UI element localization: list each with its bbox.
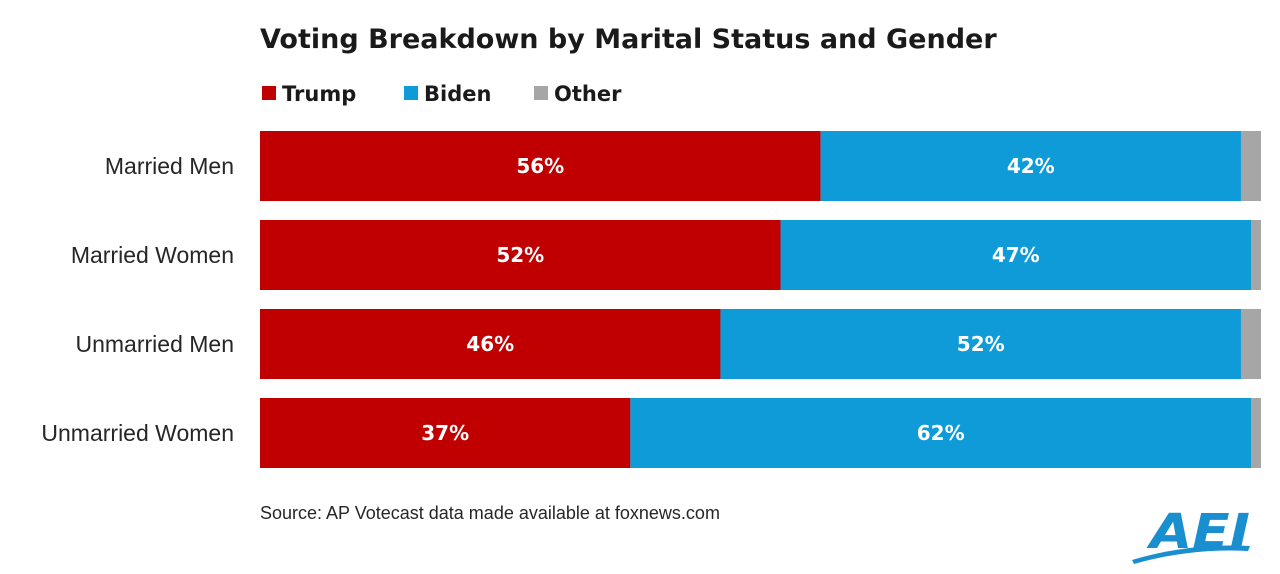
data-label-biden: 47% <box>992 243 1040 267</box>
data-label-biden: 62% <box>917 421 965 445</box>
bar-trump <box>260 309 721 379</box>
legend-swatch-other <box>534 86 548 100</box>
legend-label-trump: Trump <box>282 82 356 106</box>
data-label-biden: 52% <box>957 332 1005 356</box>
logo-text: AEI <box>1145 504 1250 560</box>
category-label: Married Women <box>71 242 234 268</box>
bar-trump <box>260 131 821 201</box>
bar-biden <box>820 131 1241 201</box>
bar-other <box>1250 398 1261 468</box>
legend-label-biden: Biden <box>424 82 491 106</box>
category-label: Married Men <box>105 153 234 179</box>
category-label: Unmarried Men <box>76 331 235 357</box>
bar-other <box>1240 309 1261 379</box>
data-labels: 56% 42% 52% 47% 46% 52% 37% 62% <box>421 154 1054 445</box>
logo-swoosh-1 <box>1132 545 1250 564</box>
bar-trump <box>260 220 781 290</box>
source-note: Source: AP Votecast data made available … <box>260 503 720 523</box>
legend-swatch-trump <box>262 86 276 100</box>
category-labels: Married Men Married Women Unmarried Men Unm… <box>41 153 234 446</box>
bar-trump <box>260 398 631 468</box>
bar-biden <box>630 398 1251 468</box>
legend: Trump Biden Other <box>262 82 622 106</box>
data-label-trump: 46% <box>466 332 514 356</box>
chart-title: Voting Breakdown by Marital Status and G… <box>260 24 997 55</box>
legend-swatch-biden <box>404 86 418 100</box>
bar-biden <box>720 309 1241 379</box>
data-label-trump: 52% <box>496 243 544 267</box>
bar-other <box>1250 220 1261 290</box>
legend-label-other: Other <box>554 82 622 106</box>
bar-biden <box>780 220 1251 290</box>
category-label: Unmarried Women <box>41 420 234 446</box>
bars <box>260 131 1261 468</box>
data-label-biden: 42% <box>1007 154 1055 178</box>
aei-logo: AEI <box>1132 504 1250 564</box>
data-label-trump: 37% <box>421 421 469 445</box>
bar-other <box>1240 131 1261 201</box>
data-label-trump: 56% <box>516 154 564 178</box>
